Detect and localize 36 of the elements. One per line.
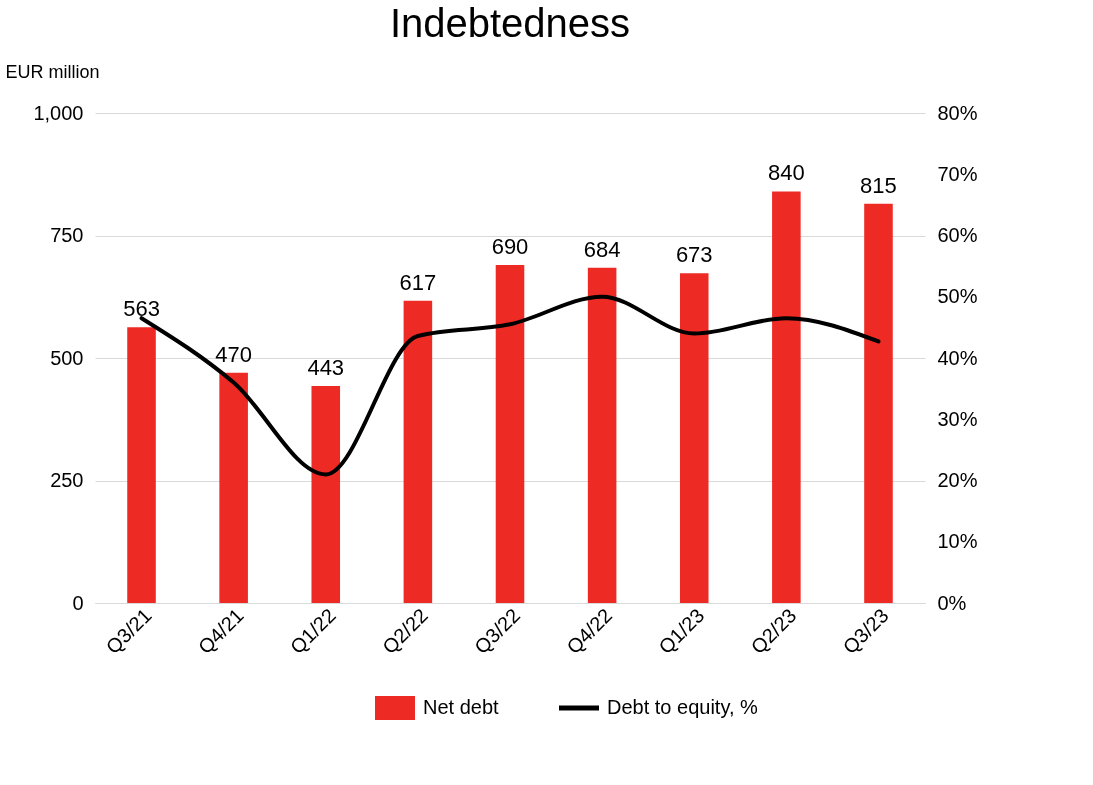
bar xyxy=(679,273,709,603)
bar xyxy=(403,300,433,603)
bar xyxy=(772,191,801,603)
bar xyxy=(864,203,893,603)
bar xyxy=(219,372,248,603)
y-tick-label: 0 xyxy=(72,591,84,614)
y-tick-label: 750 xyxy=(50,224,84,246)
y2-tick-label: 50% xyxy=(937,285,978,308)
bar xyxy=(311,385,341,603)
data-label: 840 xyxy=(768,160,805,186)
bar xyxy=(495,264,525,603)
y2-tick-label: 20% xyxy=(937,469,978,491)
y-tick-label: 1,000 xyxy=(33,101,84,124)
legend-label: Debt to equity, % xyxy=(607,696,759,718)
y-tick-label: 250 xyxy=(50,469,84,491)
y2-tick-label: 10% xyxy=(937,530,978,553)
y2-tick-label: 70% xyxy=(937,162,978,185)
data-label: 617 xyxy=(399,269,437,295)
data-label: 815 xyxy=(860,172,897,198)
data-label: 690 xyxy=(491,233,529,259)
y-axis-title: EUR million xyxy=(5,61,100,82)
y2-tick-label: 40% xyxy=(937,346,978,369)
y2-tick-label: 80% xyxy=(937,101,978,124)
data-label: 470 xyxy=(215,341,252,367)
y-tick-label: 500 xyxy=(50,346,84,369)
y2-tick-label: 0% xyxy=(937,591,967,614)
data-label: 684 xyxy=(583,236,621,262)
data-label: 673 xyxy=(675,242,713,268)
bar xyxy=(587,267,617,603)
chart-title: Indebtedness xyxy=(389,1,631,45)
y2-tick-label: 60% xyxy=(937,224,978,246)
data-label: 443 xyxy=(307,354,345,380)
data-label: 563 xyxy=(123,296,160,322)
y2-tick-label: 30% xyxy=(937,407,978,430)
legend-label: Net debt xyxy=(423,696,500,718)
bar xyxy=(127,327,156,603)
